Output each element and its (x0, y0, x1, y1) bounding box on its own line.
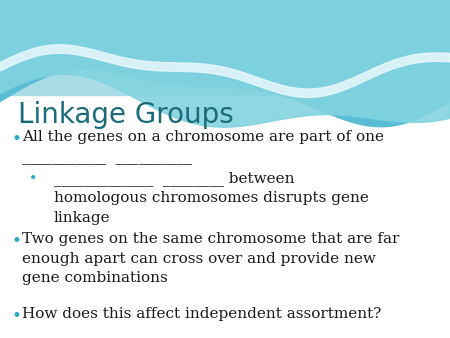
Text: ___________  __________: ___________ __________ (22, 150, 193, 164)
Text: homologous chromosomes disrupts gene: homologous chromosomes disrupts gene (54, 191, 369, 205)
Text: linkage: linkage (54, 211, 111, 224)
Text: enough apart can cross over and provide new: enough apart can cross over and provide … (22, 252, 376, 266)
Text: •: • (11, 307, 21, 324)
Text: How does this affect independent assortment?: How does this affect independent assortm… (22, 307, 382, 320)
Text: •: • (11, 130, 21, 148)
Text: _____________  ________ between: _____________ ________ between (54, 171, 294, 186)
Text: Linkage Groups: Linkage Groups (18, 101, 234, 129)
Text: All the genes on a chromosome are part of one: All the genes on a chromosome are part o… (22, 130, 384, 144)
Text: •: • (11, 232, 21, 250)
Text: •: • (29, 171, 37, 185)
Text: Two genes on the same chromosome that are far: Two genes on the same chromosome that ar… (22, 232, 400, 246)
Text: gene combinations: gene combinations (22, 271, 168, 285)
